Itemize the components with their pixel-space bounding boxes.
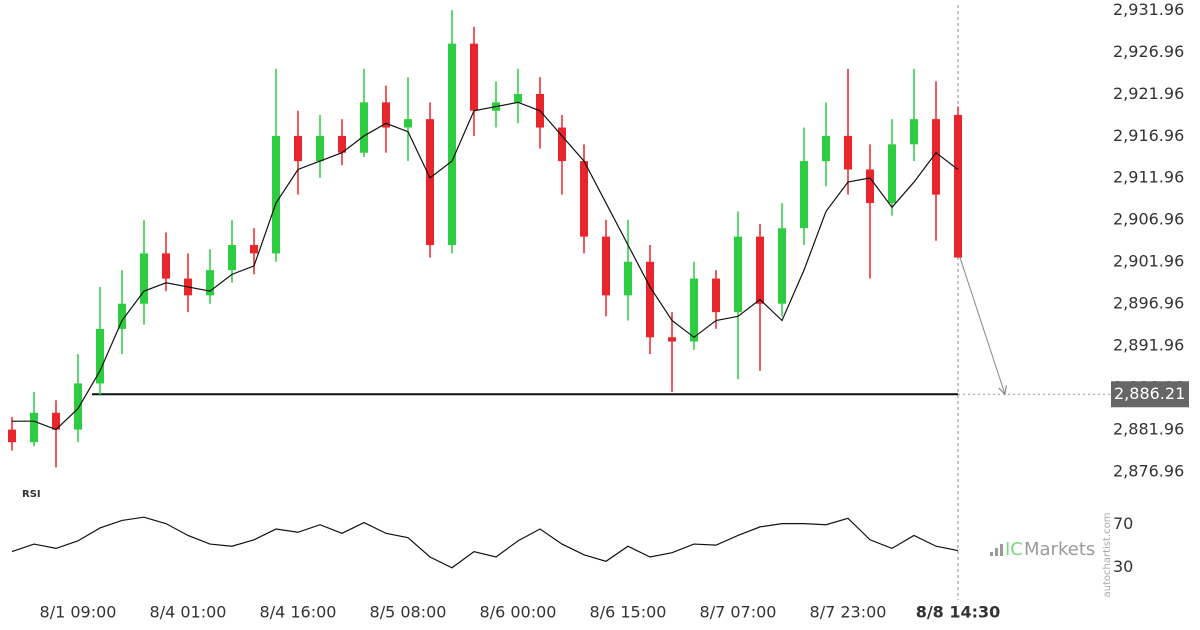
brand: IC Markets <box>990 539 1095 560</box>
y-tick-label: 2,916.96 <box>1113 126 1184 145</box>
candle-body <box>404 119 412 128</box>
candle-body <box>932 119 940 195</box>
y-tick-label: 2,926.96 <box>1113 42 1184 61</box>
moving-average <box>12 101 959 431</box>
logo-bar <box>990 552 993 556</box>
logo-bar <box>1000 544 1003 556</box>
x-tick-label: 8/7 07:00 <box>700 603 777 622</box>
x-tick-label: 8/4 16:00 <box>260 603 337 622</box>
source: autochartist.com <box>1102 513 1113 598</box>
candle-body <box>690 278 698 342</box>
candle-body <box>888 144 896 204</box>
y-tick-label: 2,911.96 <box>1113 168 1184 187</box>
candle-body <box>96 328 104 384</box>
candle-body <box>712 278 720 313</box>
candle-body <box>646 261 654 338</box>
x-tick-label: 8/1 09:00 <box>40 603 117 622</box>
y-tick-label: 2,891.96 <box>1113 336 1184 355</box>
candle-body <box>162 253 170 279</box>
candle-body <box>448 43 456 245</box>
candle-body <box>426 119 434 245</box>
candle-body <box>954 114 962 258</box>
level-label: 2,886.21 <box>1114 384 1185 403</box>
candle-body <box>624 261 632 296</box>
y-tick-label: 2,931.96 <box>1113 0 1184 19</box>
candle-body <box>580 161 588 237</box>
candle-body <box>668 337 676 342</box>
rsi-label: RSI <box>22 489 41 500</box>
candle-body <box>800 161 808 229</box>
candle-body <box>30 412 38 443</box>
x-tick-label: 8/4 01:00 <box>150 603 227 622</box>
candle-body <box>734 236 742 313</box>
y-tick-label: 2,921.96 <box>1113 84 1184 103</box>
rsi-tick-label: 70 <box>1113 514 1133 533</box>
candle-body <box>756 236 764 304</box>
candle-body <box>602 236 610 296</box>
candle-body <box>910 119 918 145</box>
level-label-box <box>1111 381 1189 408</box>
candle-body <box>382 102 390 128</box>
x-tick-label: 8/5 08:00 <box>370 603 447 622</box>
candle-body <box>140 253 148 304</box>
x-tick-label: 8/7 23:00 <box>810 603 887 622</box>
rsi-tick-label: 30 <box>1113 557 1133 576</box>
y-tick-label: 2,876.96 <box>1113 461 1184 480</box>
candle-body <box>272 135 280 254</box>
candle-body <box>558 127 566 162</box>
candle-body <box>206 270 214 296</box>
x-tick-label: 8/6 15:00 <box>590 603 667 622</box>
candle-body <box>844 135 852 170</box>
candle-body <box>52 412 60 430</box>
y-tick-label: 2,901.96 <box>1113 252 1184 271</box>
candle-body <box>514 93 522 103</box>
candle-body <box>338 135 346 153</box>
x-tick-label: 8/6 00:00 <box>480 603 557 622</box>
y-tick-label: 2,906.96 <box>1113 210 1184 229</box>
candle-body <box>866 169 874 204</box>
candle-body <box>470 43 478 111</box>
candle-body <box>778 228 786 304</box>
forecast-arrow <box>959 257 1005 395</box>
y-tick-label: 2,896.96 <box>1113 294 1184 313</box>
candle-body <box>360 102 368 153</box>
brand-name: Markets <box>1024 539 1095 560</box>
candle-body <box>8 429 16 443</box>
candle-body <box>294 135 302 162</box>
logo-bar <box>995 548 998 556</box>
candle-body <box>118 303 126 329</box>
x-tick-label: 8/8 14:30 <box>916 603 1001 622</box>
candle-body <box>250 245 258 254</box>
y-tick-label: 2,881.96 <box>1113 419 1184 438</box>
brand-ic: IC <box>1005 539 1023 560</box>
candle-body <box>316 135 324 162</box>
rsi-line <box>11 516 959 569</box>
candle-body <box>228 245 236 271</box>
candle-body <box>74 383 82 430</box>
candle-body <box>822 135 830 162</box>
